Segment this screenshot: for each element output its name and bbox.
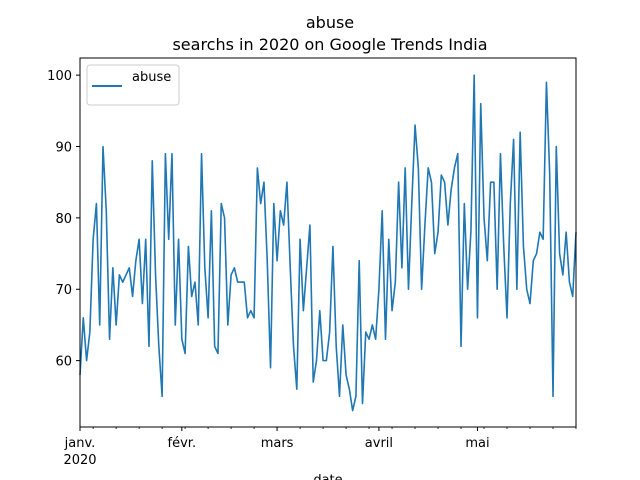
x-tick-label: janv. xyxy=(64,436,96,451)
y-tick-label: 100 xyxy=(47,69,72,84)
chart-title: abuse xyxy=(306,13,354,32)
chart-subtitle: searchs in 2020 on Google Trends India xyxy=(172,35,487,54)
series-layer xyxy=(79,74,577,412)
legend: abuse xyxy=(86,64,180,106)
y-tick-label: 60 xyxy=(55,355,72,370)
x-tick-label: mai xyxy=(465,436,489,451)
legend-box xyxy=(86,64,180,106)
y-tick-label: 90 xyxy=(55,141,72,156)
series-line-abuse xyxy=(79,74,577,412)
x-axis-label: date xyxy=(313,473,342,480)
x-tick-label: mars xyxy=(261,436,294,451)
plot-frame xyxy=(79,57,577,428)
y-tick-label: 70 xyxy=(55,283,72,298)
y-tick-label: 80 xyxy=(55,212,72,227)
plot-area xyxy=(79,57,577,428)
y-axis: 60 70 80 90 100 xyxy=(47,69,80,370)
legend-label-abuse: abuse xyxy=(132,70,171,85)
x-tick-label: avril xyxy=(365,436,393,451)
x-axis: janv. 2020 févr. mars avril mai xyxy=(63,427,577,468)
x-tick-label: févr. xyxy=(168,436,197,451)
x-tick-sublabel: 2020 xyxy=(63,453,96,468)
